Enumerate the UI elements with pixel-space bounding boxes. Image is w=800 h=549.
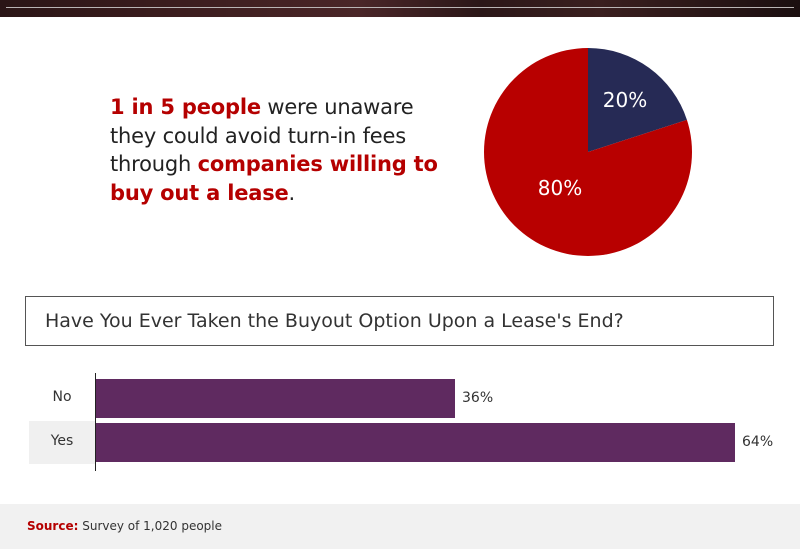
pie-label-20: 20% bbox=[603, 88, 647, 112]
headline-body-1: were unaware they could avoid turn-in fe… bbox=[110, 95, 414, 176]
headline-text: 1 in 5 people were unaware they could av… bbox=[110, 93, 440, 207]
source-label: Source: bbox=[27, 519, 79, 533]
bar-label-yes: Yes bbox=[50, 433, 74, 449]
row-highlight-yes bbox=[29, 421, 95, 464]
bar-label-no: No bbox=[52, 389, 72, 405]
bar-yes bbox=[96, 423, 735, 462]
pie-label-80: 80% bbox=[538, 176, 582, 200]
bar-value-yes: 64% bbox=[742, 434, 774, 450]
source-text: Survey of 1,020 people bbox=[78, 519, 223, 533]
bar-chart: No Yes 36% 64% bbox=[0, 370, 800, 475]
headline-highlight-2: companies willing to buy out a lease bbox=[110, 152, 438, 205]
bar-value-no: 36% bbox=[462, 390, 494, 406]
question-title: Have You Ever Taken the Buyout Option Up… bbox=[45, 310, 624, 332]
bar-axis bbox=[95, 373, 96, 471]
pie-slice-20 bbox=[588, 48, 687, 152]
question-box: Have You Ever Taken the Buyout Option Up… bbox=[25, 296, 774, 346]
pie-slices bbox=[484, 48, 692, 256]
source-note: Source: Survey of 1,020 people bbox=[27, 519, 222, 533]
footer: Source: Survey of 1,020 people bbox=[0, 504, 800, 549]
banner-divider bbox=[6, 7, 794, 8]
pie-chart: 20% 80% bbox=[484, 48, 692, 256]
bar-no bbox=[96, 379, 455, 418]
pie-slice-80 bbox=[484, 48, 692, 256]
headline-body-2: . bbox=[288, 180, 296, 205]
headline-highlight-1: 1 in 5 people bbox=[110, 95, 261, 119]
header-banner bbox=[0, 0, 800, 17]
